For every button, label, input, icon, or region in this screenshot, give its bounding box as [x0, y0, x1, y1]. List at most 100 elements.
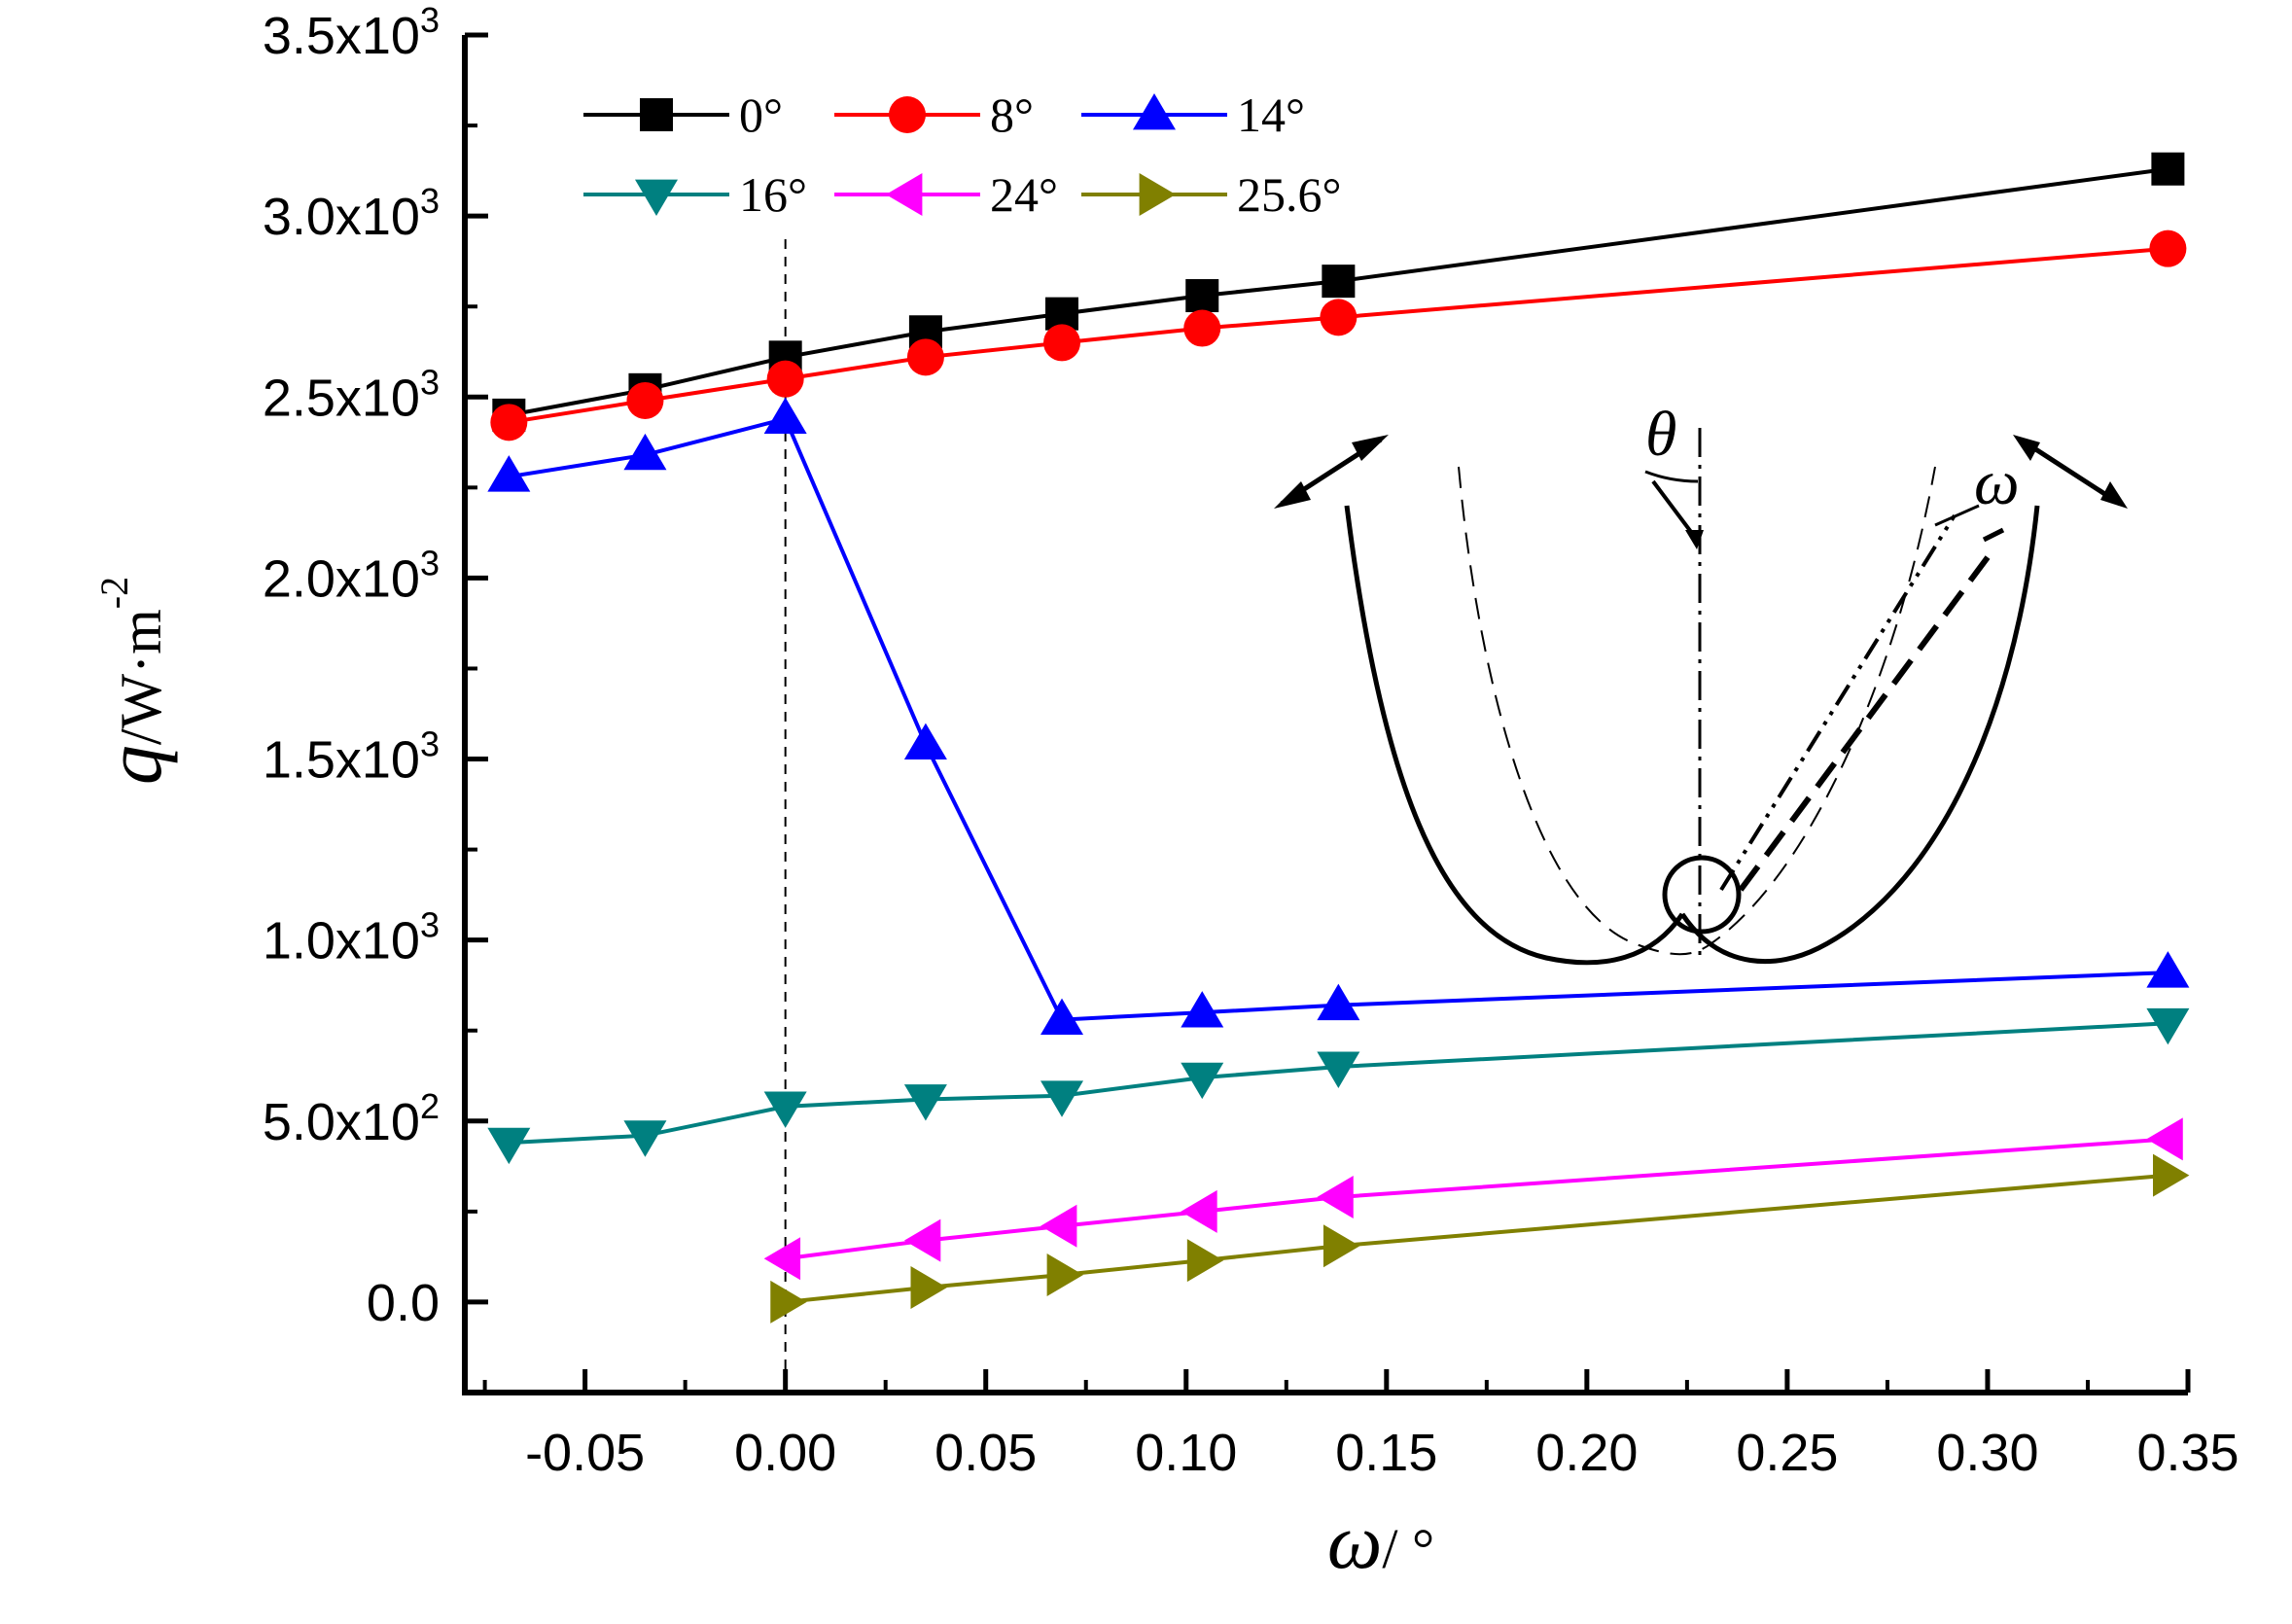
series-3-point	[1040, 998, 1084, 1035]
legend: 0° 8° 14° 16° 24° 25.6°	[583, 88, 1342, 222]
series-2-line	[509, 246, 2169, 425]
series-5-point	[1040, 1204, 1077, 1248]
series-1-line	[508, 166, 2169, 417]
legend-item-1: 0°	[583, 88, 783, 142]
series-6	[770, 1153, 2190, 1324]
series-layer	[487, 152, 2190, 1324]
svg-text:q/W·m-2: q/W·m-2	[89, 577, 178, 785]
y-axis-title-symbol: q	[89, 745, 178, 785]
y-tick-label: 0.0	[367, 1274, 440, 1332]
inset-focus-circle	[1662, 855, 1742, 935]
series-5-point	[2146, 1117, 2183, 1161]
series-1-point	[2151, 152, 2185, 186]
series-2-point	[1320, 299, 1358, 336]
inset-rotation-arrowhead-right-b	[2100, 481, 2128, 509]
series-5-point	[763, 1237, 801, 1281]
series-4-point	[1317, 1051, 1360, 1088]
series-4-point	[903, 1084, 947, 1121]
y-tick-label: 1.0x103	[263, 905, 440, 971]
series-6-point	[2152, 1153, 2190, 1197]
series-4	[487, 1007, 2190, 1165]
series-4-point	[763, 1091, 807, 1128]
inset-tilted-axis-1	[1719, 513, 1957, 892]
series-2-point	[2149, 229, 2187, 267]
legend-item-5: 24°	[834, 167, 1058, 222]
inset-schematic: θ ω	[1274, 399, 2128, 966]
series-4-point	[1181, 1062, 1224, 1100]
series-1-point	[1322, 265, 1356, 299]
x-tick-label: 0.15	[1335, 1424, 1437, 1482]
series-3-point	[487, 455, 531, 492]
y-axis-title-unit: /W·m	[109, 609, 173, 745]
series-2-point	[766, 360, 804, 398]
inset-omega-mark-2	[1982, 527, 2005, 543]
y-tick-label: 2.5x103	[263, 362, 440, 427]
x-tick-label: 0.10	[1135, 1424, 1237, 1482]
inset-rotation-arrowhead-left-a	[1274, 481, 1311, 509]
y-tick-label: 3.5x103	[263, 0, 440, 65]
series-3-point	[1181, 991, 1224, 1028]
inset-rotation-arrowhead-right-a	[2013, 435, 2040, 461]
inset-outer-curve-right	[1679, 505, 2040, 965]
series-4-point	[2146, 1007, 2190, 1045]
series-5-point	[903, 1218, 941, 1262]
series-2	[490, 229, 2187, 441]
inset-rotation-arrow-right	[2019, 437, 2122, 507]
series-4-point	[623, 1120, 667, 1157]
inset-theta-label: θ	[1645, 399, 1676, 470]
series-3-point	[2146, 951, 2190, 988]
legend-label: 8°	[990, 88, 1034, 142]
inset-theta-arrowhead	[1685, 530, 1704, 549]
series-4-line	[509, 1021, 2169, 1146]
series-3-point	[623, 433, 667, 471]
legend-label: 25.6°	[1237, 167, 1342, 222]
series-5	[763, 1117, 2183, 1281]
series-2-point	[490, 404, 528, 441]
series-2-point	[1043, 324, 1081, 362]
series-6-point	[910, 1266, 947, 1310]
series-2-point	[626, 381, 664, 419]
legend-label: 14°	[1237, 88, 1305, 142]
legend-marker	[635, 179, 678, 216]
y-tick-label: 2.0x103	[263, 543, 440, 608]
x-tick-label: 0.20	[1535, 1424, 1638, 1482]
x-tick-label: 0.35	[2136, 1424, 2239, 1482]
y-axis-title-exponent: -2	[92, 577, 136, 609]
legend-label: 0°	[739, 88, 783, 142]
series-3-line	[509, 416, 2169, 1022]
series-2-point	[1183, 309, 1221, 347]
series-4-point	[1040, 1080, 1084, 1117]
series-6-point	[1046, 1253, 1084, 1297]
x-axis-title-unit: / °	[1382, 1517, 1434, 1580]
legend-marker	[886, 173, 923, 216]
legend-item-4: 16°	[583, 167, 807, 222]
series-3-point	[1317, 983, 1360, 1021]
inset-tilted-axis-2	[1738, 547, 1996, 892]
y-tick-label: 3.0x103	[263, 181, 440, 246]
axes: -0.05 0.00 0.05 0.10 0.15 0.20 0.25 0.30 0.35 0.0…	[263, 0, 2239, 1482]
inset-rotation-arrowhead-left-b	[1352, 435, 1389, 461]
x-tick-label: -0.05	[525, 1424, 645, 1482]
x-axis-title-symbol: ω	[1327, 1500, 1382, 1585]
legend-marker	[1139, 173, 1176, 216]
legend-marker	[1133, 93, 1176, 130]
legend-label: 16°	[739, 167, 807, 222]
legend-item-3: 14°	[1081, 88, 1305, 142]
series-1-point	[1185, 279, 1219, 313]
series-3	[487, 397, 2190, 1035]
legend-marker	[640, 98, 673, 131]
series-6-point	[1322, 1224, 1360, 1268]
series-4-point	[487, 1127, 531, 1165]
legend-marker	[889, 96, 926, 133]
inset-outer-curve-left	[1344, 505, 1685, 966]
inset-theta-arc	[1644, 470, 1699, 483]
x-axis-title: ω/ °	[1327, 1500, 1434, 1585]
x-tick-label: 0.25	[1736, 1424, 1838, 1482]
x-tick-label: 0.05	[934, 1424, 1037, 1482]
x-tick-label: 0.00	[734, 1424, 836, 1482]
series-6-point	[770, 1280, 807, 1324]
series-6-point	[1186, 1239, 1224, 1283]
legend-label: 24°	[990, 167, 1058, 222]
legend-item-2: 8°	[834, 88, 1034, 142]
